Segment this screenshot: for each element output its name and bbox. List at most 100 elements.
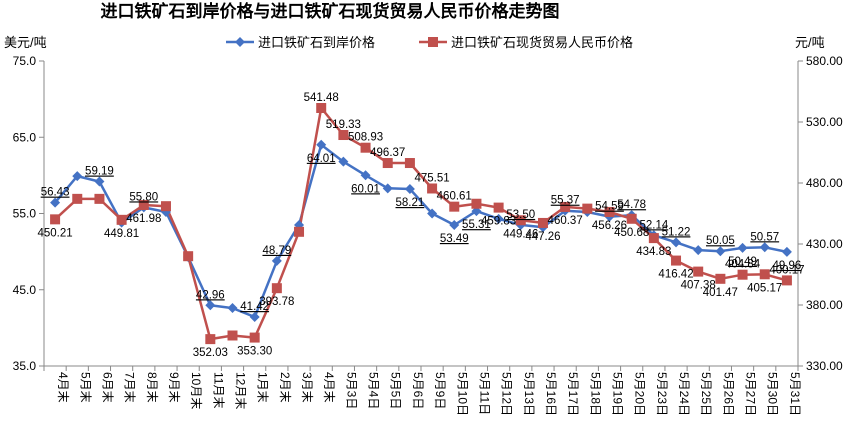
x-tick-label: 5月17日 [566,372,580,416]
x-tick-label: 5月10日 [455,372,469,416]
x-tick-label: 5月12日 [500,372,514,416]
data-point-cif [249,312,260,323]
data-point-cif [271,255,282,266]
data-point-cif [338,156,349,167]
data-point-rmb [781,275,792,286]
data-label: 51.22 [662,226,691,238]
data-label: 60.01 [351,183,380,195]
data-label: 449.81 [104,228,139,240]
data-point-rmb [626,213,637,224]
data-point-cif [94,176,105,187]
x-tick-label: 4月末 [56,372,70,403]
right-tick-label: 330.00 [806,359,843,373]
data-point-rmb [227,330,238,341]
data-label: 460.37 [548,215,583,227]
right-tick-label: 580.00 [806,54,843,68]
data-label: 49.96 [773,260,802,272]
x-tick-label: 5月5日 [389,372,403,409]
series-markers [50,102,792,345]
x-tick-label: 9月末 [167,372,181,403]
data-point-cif [50,197,61,208]
data-point-cif [493,213,504,224]
data-point-cif [404,184,415,195]
x-tick-label: 5月9日 [433,372,447,409]
data-point-cif [205,300,216,311]
x-tick-label: 5月20日 [633,372,647,416]
data-point-rmb [427,183,438,194]
right-tick-label: 530.00 [806,115,843,129]
data-point-cif [759,242,770,253]
data-labels: 56.43 59.19 55.80 42.96 41.42 48.79 64.01 60.01… [37,92,804,359]
x-tick-label: 5月4日 [367,372,381,409]
legend: 进口铁矿石到岸价格 进口铁矿石现货贸易人民币价格 [226,35,633,50]
x-tick-label: 8月末 [145,372,159,403]
data-point-rmb [294,226,305,237]
data-point-rmb [72,193,83,204]
data-label: 459.83 [481,216,516,228]
left-tick-label: 55.0 [13,207,37,221]
data-point-rmb [116,214,127,225]
x-tick-label: 5月末 [78,372,92,403]
data-point-cif [382,183,393,194]
data-label: 55.37 [551,195,580,207]
x-tick-label: 12月末 [234,372,248,409]
axes: 35.0 45.0 55.0 65.0 75.0 330.00 380.00 430.00 48… [13,54,843,416]
data-point-rmb [338,130,349,141]
series-line-1 [54,106,788,341]
legend-marker-rmb [428,37,438,47]
data-label: 48.79 [262,245,291,257]
x-tick-label: 5月31日 [788,372,802,416]
data-point-rmb [249,332,260,343]
data-label: 508.93 [348,132,383,144]
data-point-rmb [671,255,682,266]
data-label: 55.80 [129,191,158,203]
data-label: 449.46 [503,228,538,240]
data-point-cif [360,170,371,181]
data-point-cif [72,171,83,182]
x-tick-label: 7月末 [123,372,137,403]
data-point-rmb [205,334,216,345]
data-label: 53.49 [440,233,469,245]
data-point-rmb [404,158,415,169]
data-point-cif [715,246,726,257]
data-point-rmb [382,158,393,169]
data-label: 53.50 [506,209,535,221]
data-point-rmb [759,269,770,280]
right-tick-label: 380.00 [806,298,843,312]
data-point-cif [427,208,438,219]
x-tick-label: 5月18日 [588,372,602,416]
x-tick-label: 5月6日 [411,372,425,409]
data-point-cif [781,246,792,257]
data-point-rmb [360,142,371,153]
data-label: 461.98 [126,213,161,225]
x-tick-label: 5月23日 [655,372,669,416]
data-point-rmb [138,199,149,210]
x-tick-label: 5月16日 [544,372,558,416]
x-tick-label: 5月26日 [721,372,735,416]
x-tick-label: 5月19日 [611,372,625,416]
data-point-cif [316,139,327,150]
legend-label-rmb: 进口铁矿石现货贸易人民币价格 [451,35,633,50]
x-tick-label: 2月末 [278,372,292,403]
left-tick-label: 45.0 [13,283,37,297]
data-label: 52.14 [639,219,668,231]
data-label: 460.61 [437,191,472,203]
data-point-rmb [582,203,593,214]
data-label: 475.51 [414,172,449,184]
data-label: 541.48 [304,92,339,104]
series-lines [54,106,788,341]
data-label: 50.57 [750,231,779,243]
x-tick-label: 5月3日 [344,372,358,409]
x-tick-label: 5月25日 [699,372,713,416]
data-label: 456.26 [592,220,627,232]
data-point-rmb [94,193,105,204]
x-tick-label: 10月末 [189,372,203,409]
data-label: 405.17 [747,282,782,294]
x-tick-label: 1月末 [256,372,270,403]
data-point-rmb [648,233,659,244]
data-point-rmb [160,201,171,212]
data-label: 59.19 [85,166,114,178]
data-point-rmb [604,206,615,217]
legend-marker-cif [235,37,245,47]
data-point-rmb [50,214,61,225]
